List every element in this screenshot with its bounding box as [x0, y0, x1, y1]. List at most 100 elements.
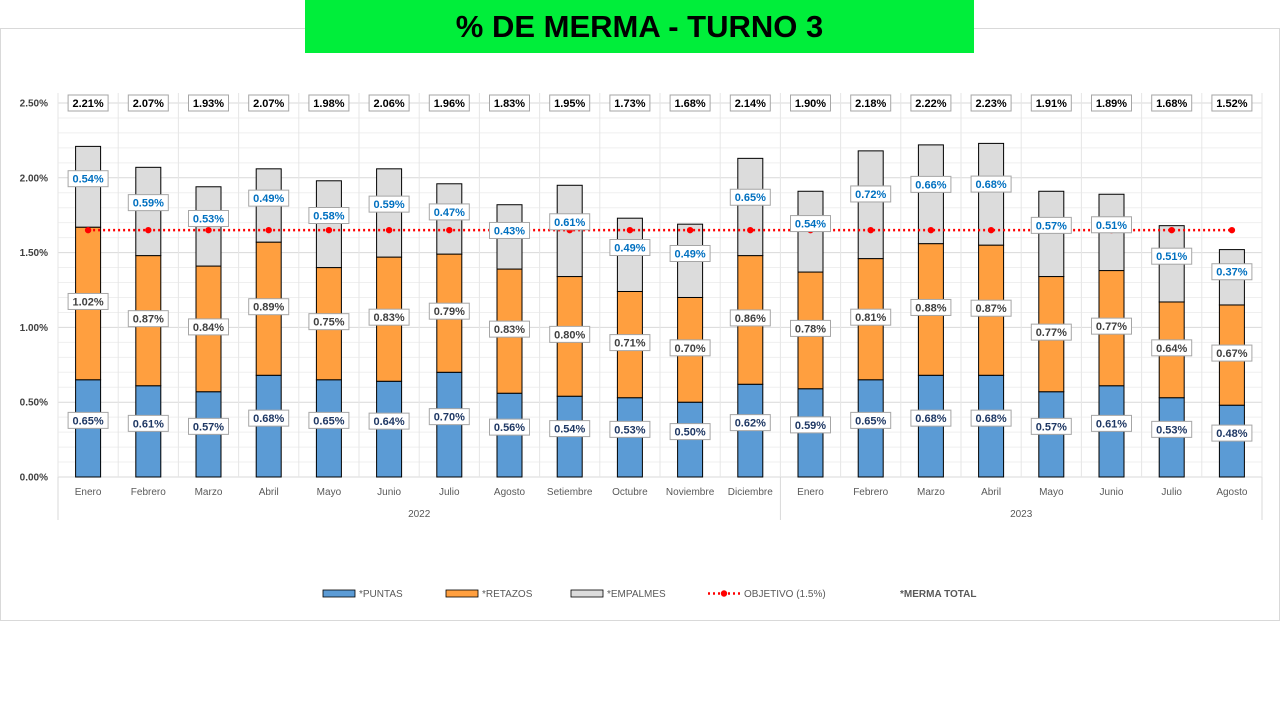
title-banner: % DE MERMA - TURNO 3 — [305, 0, 974, 53]
data-label-empalmes: 0.59% — [373, 199, 404, 211]
x-tick-label: Junio — [377, 487, 401, 498]
data-label-retazos: 0.88% — [915, 302, 946, 314]
data-label-empalmes: 0.37% — [1216, 267, 1247, 279]
data-label-merma-total-box — [428, 94, 470, 112]
objetivo-marker — [927, 226, 935, 234]
data-label-retazos: 0.87% — [133, 314, 164, 326]
data-label-puntas: 0.57% — [193, 421, 224, 433]
data-label-puntas: 0.70% — [434, 412, 465, 424]
data-label-puntas-box — [729, 414, 771, 432]
objetivo-marker — [145, 226, 152, 234]
objetivo-marker — [205, 226, 212, 234]
y-tick-label: 2.00% — [20, 173, 48, 184]
data-label-puntas-box — [308, 411, 350, 429]
data-label-merma-total-box — [549, 94, 591, 112]
data-label-puntas-box — [67, 411, 109, 429]
data-label-merma-total: 1.95% — [554, 98, 585, 110]
data-label-retazos: 0.75% — [313, 317, 344, 329]
data-label-empalmes-box — [970, 175, 1012, 193]
data-label-retazos: 0.87% — [975, 303, 1006, 315]
data-label-puntas-box — [1211, 424, 1253, 442]
data-label-merma-total-box — [67, 94, 109, 112]
legend-retazos-label: *RETAZOS — [482, 589, 533, 600]
x-tick-label: Noviembre — [666, 487, 715, 498]
data-label-retazos-box — [910, 298, 952, 316]
legend-merma-total-label: *MERMA TOTAL — [900, 589, 976, 600]
data-label-empalmes-box — [549, 213, 591, 231]
data-label-retazos-box — [850, 308, 892, 326]
data-label-merma-total-box — [1151, 94, 1193, 112]
x-tick-label: Octubre — [612, 487, 648, 498]
data-label-retazos-box — [790, 319, 831, 337]
data-label-retazos-box — [188, 318, 229, 336]
legend-empalmes-label: *EMPALMES — [607, 589, 666, 600]
x-tick-label: Mayo — [317, 487, 342, 498]
data-label-retazos-box — [248, 298, 290, 316]
data-label-empalmes: 0.72% — [855, 189, 886, 201]
data-label-empalmes: 0.58% — [313, 210, 344, 222]
data-label-empalmes-box — [910, 175, 952, 193]
data-label-puntas-box — [1151, 420, 1193, 438]
bar-empalmes — [315, 180, 342, 269]
data-label-retazos: 0.78% — [795, 323, 826, 335]
data-label-merma-total: 2.14% — [735, 98, 766, 110]
data-label-merma-total-box — [729, 94, 771, 112]
data-label-merma-total: 1.98% — [313, 98, 344, 110]
data-label-empalmes-box — [368, 195, 410, 213]
data-label-retazos: 0.83% — [373, 312, 404, 324]
data-label-retazos: 0.67% — [1216, 348, 1247, 360]
data-label-merma-total-box — [248, 94, 290, 112]
data-label-merma-total: 1.91% — [1036, 98, 1067, 110]
data-label-retazos: 0.79% — [434, 306, 465, 318]
data-label-retazos-box — [970, 299, 1012, 317]
data-label-retazos-box — [428, 302, 470, 320]
objetivo-marker — [867, 226, 874, 234]
data-label-puntas-box — [609, 420, 651, 438]
data-label-empalmes: 0.54% — [72, 174, 103, 186]
data-label-retazos: 0.64% — [1156, 343, 1187, 355]
legend-puntas-swatch — [322, 589, 356, 598]
data-label-merma-total-box — [970, 94, 1012, 112]
data-label-merma-total-box — [609, 94, 651, 112]
data-label-empalmes-box — [790, 215, 831, 233]
x-tick-label: Agosto — [1216, 487, 1248, 498]
data-label-empalmes: 0.49% — [674, 248, 705, 260]
data-label-puntas: 0.48% — [1216, 428, 1247, 440]
data-label-puntas-box — [850, 411, 892, 429]
data-label-empalmes-box — [669, 244, 711, 262]
data-label-empalmes-box — [67, 170, 109, 188]
data-label-merma-total-box — [850, 94, 892, 112]
x-tick-label: Diciembre — [728, 487, 773, 498]
y-tick-label: 0.00% — [20, 473, 48, 484]
data-label-puntas: 0.53% — [1156, 424, 1187, 436]
data-label-empalmes-box — [489, 221, 530, 239]
legend-puntas-label: *PUNTAS — [359, 589, 403, 600]
data-label-retazos: 0.86% — [735, 313, 766, 325]
data-label-puntas: 0.65% — [313, 415, 344, 427]
group-label: 2023 — [1010, 509, 1033, 520]
data-label-retazos: 0.77% — [1096, 321, 1127, 333]
data-label-merma-total: 2.07% — [133, 98, 164, 110]
data-label-empalmes-box — [127, 194, 169, 212]
data-label-empalmes: 0.47% — [434, 207, 465, 219]
objetivo-marker — [747, 226, 754, 234]
data-label-retazos-box — [609, 334, 651, 352]
objetivo-marker — [385, 226, 393, 234]
y-tick-label: 2.50% — [20, 99, 48, 110]
data-label-puntas: 0.62% — [735, 418, 766, 430]
data-label-empalmes-box — [308, 206, 350, 224]
objetivo-marker — [626, 226, 634, 234]
data-label-retazos-box — [549, 325, 591, 343]
data-label-retazos-box — [1030, 323, 1072, 341]
data-label-empalmes-box — [1030, 216, 1072, 234]
data-label-empalmes-box — [188, 209, 229, 227]
data-label-empalmes: 0.53% — [193, 213, 224, 225]
data-label-merma-total: 1.83% — [494, 98, 525, 110]
data-label-puntas: 0.65% — [855, 415, 886, 427]
legend-empalmes-swatch — [570, 589, 604, 598]
data-label-merma-total: 1.68% — [1156, 98, 1187, 110]
data-label-empalmes: 0.57% — [1036, 220, 1067, 232]
data-label-merma-total: 2.21% — [72, 98, 103, 110]
data-label-empalmes-box — [428, 203, 470, 221]
data-label-empalmes: 0.68% — [975, 179, 1006, 191]
